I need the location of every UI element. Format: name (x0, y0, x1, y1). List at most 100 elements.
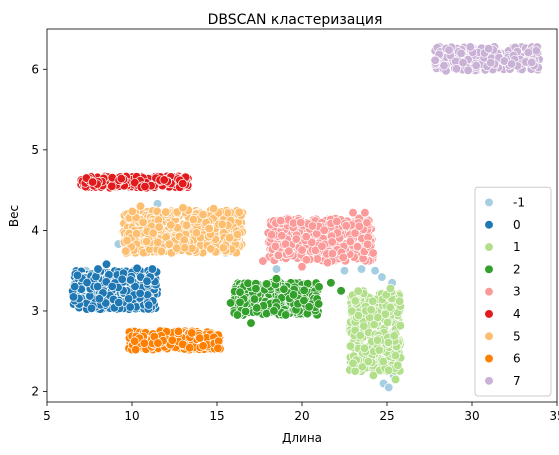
data-point-cluster-4 (116, 173, 126, 184)
data-point-cluster-6 (131, 344, 141, 355)
y-tick-label: 2 (31, 385, 39, 399)
data-point-cluster-1 (363, 356, 373, 367)
data-point-cluster-3 (307, 221, 318, 231)
data-point-cluster-7 (486, 58, 496, 68)
data-point-cluster-1 (353, 310, 364, 321)
data-point-cluster-1 (357, 362, 367, 372)
data-point-cluster-1 (347, 306, 357, 316)
x-tick-label: 15 (209, 409, 224, 423)
data-point-cluster-6 (187, 328, 197, 338)
data-point-cluster-0 (72, 270, 83, 281)
data-point-cluster-2 (336, 286, 346, 296)
data-point-cluster-1 (393, 360, 403, 370)
data-point-cluster-6 (139, 338, 149, 348)
data-point-cluster-1 (389, 331, 399, 341)
data-point-cluster-5 (198, 209, 208, 220)
data-point-cluster-5 (181, 220, 192, 230)
data-point-cluster-1 (359, 343, 370, 353)
y-axis-label: Вес (7, 205, 21, 227)
data-point-cluster-0 (93, 264, 103, 274)
data-point-cluster-5 (206, 244, 216, 254)
data-point-cluster-1 (373, 312, 383, 323)
data-point-cluster-0 (123, 294, 134, 304)
data-point-cluster--1 (370, 266, 380, 276)
data-point-cluster-2 (281, 310, 291, 320)
data-point-cluster-3 (310, 245, 321, 255)
data-point-cluster-7 (523, 47, 533, 58)
data-point-cluster-6 (185, 343, 195, 353)
data-point-cluster-3 (350, 228, 360, 238)
legend-label-2: 2 (513, 262, 521, 276)
data-point-cluster-2 (269, 306, 279, 316)
data-point-cluster-1 (348, 358, 358, 368)
data-point-cluster-1 (350, 296, 361, 306)
data-point-cluster-3 (368, 248, 378, 258)
legend-label-1: 1 (513, 240, 521, 254)
data-point-cluster-3 (273, 250, 284, 260)
data-point-cluster-5 (232, 229, 243, 240)
data-point-cluster-1 (345, 341, 356, 351)
plot-points (68, 42, 544, 393)
data-point-cluster--1 (339, 266, 350, 276)
data-point-cluster-7 (439, 61, 449, 71)
data-point-cluster-4 (87, 177, 98, 187)
data-point-cluster-5 (154, 222, 164, 232)
legend-label-5: 5 (513, 329, 521, 343)
data-point-cluster-4 (107, 181, 117, 191)
data-point-cluster-7 (463, 65, 473, 75)
data-point-cluster-5 (127, 206, 138, 217)
data-point-cluster-7 (458, 58, 468, 68)
data-point-cluster-2 (243, 278, 253, 288)
data-point-cluster-3 (270, 241, 281, 252)
data-point-cluster-1 (366, 305, 376, 315)
data-point-cluster-3 (284, 246, 294, 256)
data-point-cluster-1 (394, 296, 405, 306)
data-point-cluster-2 (299, 295, 309, 306)
data-point-cluster-2 (235, 297, 245, 307)
data-point-cluster-0 (92, 281, 103, 292)
data-point-cluster-4 (130, 178, 140, 188)
data-point-cluster-5 (234, 207, 244, 217)
data-point-cluster-0 (117, 274, 127, 284)
data-point-cluster--1 (377, 272, 387, 282)
legend-label--1: -1 (513, 195, 525, 209)
data-point-cluster-5 (142, 236, 152, 247)
data-point-cluster-5 (178, 203, 188, 213)
data-point-cluster-3 (327, 248, 338, 259)
data-point-cluster-3 (277, 230, 287, 241)
legend-marker-0 (484, 220, 494, 230)
legend-label-0: 0 (513, 218, 521, 232)
data-point-cluster--1 (271, 264, 282, 274)
data-point-cluster-3 (307, 237, 317, 247)
data-point-cluster-1 (390, 350, 401, 361)
data-point-cluster-3 (267, 230, 277, 240)
data-point-cluster-5 (131, 229, 142, 239)
data-point-cluster-7 (465, 42, 475, 52)
data-point-cluster-5 (191, 228, 202, 238)
data-point-cluster-2 (314, 282, 324, 292)
data-point-cluster-2 (235, 287, 245, 297)
data-point-cluster-5 (138, 217, 148, 227)
data-point-cluster-2 (251, 283, 261, 294)
data-point-cluster-1 (385, 302, 395, 312)
data-point-cluster-0 (101, 259, 112, 269)
data-point-cluster-0 (142, 276, 152, 286)
x-tick-label: 35 (549, 409, 559, 423)
data-point-cluster-6 (130, 336, 140, 346)
data-point-cluster-6 (167, 335, 177, 345)
legend-marker-7 (484, 376, 494, 386)
legend-marker-5 (484, 331, 494, 341)
y-tick-label: 6 (31, 62, 39, 76)
data-point-cluster-0 (147, 264, 158, 274)
data-point-cluster-2 (249, 294, 260, 304)
data-point-cluster-1 (353, 286, 363, 296)
data-point-cluster-0 (125, 275, 136, 285)
data-point-cluster-2 (304, 302, 314, 312)
data-point-cluster-0 (130, 281, 140, 292)
data-point-cluster-5 (135, 201, 146, 211)
data-point-cluster-7 (444, 45, 454, 55)
data-point-cluster-1 (372, 335, 383, 345)
data-point-cluster-2 (279, 284, 289, 294)
data-point-cluster-5 (224, 233, 235, 243)
data-point-cluster-3 (296, 217, 306, 228)
